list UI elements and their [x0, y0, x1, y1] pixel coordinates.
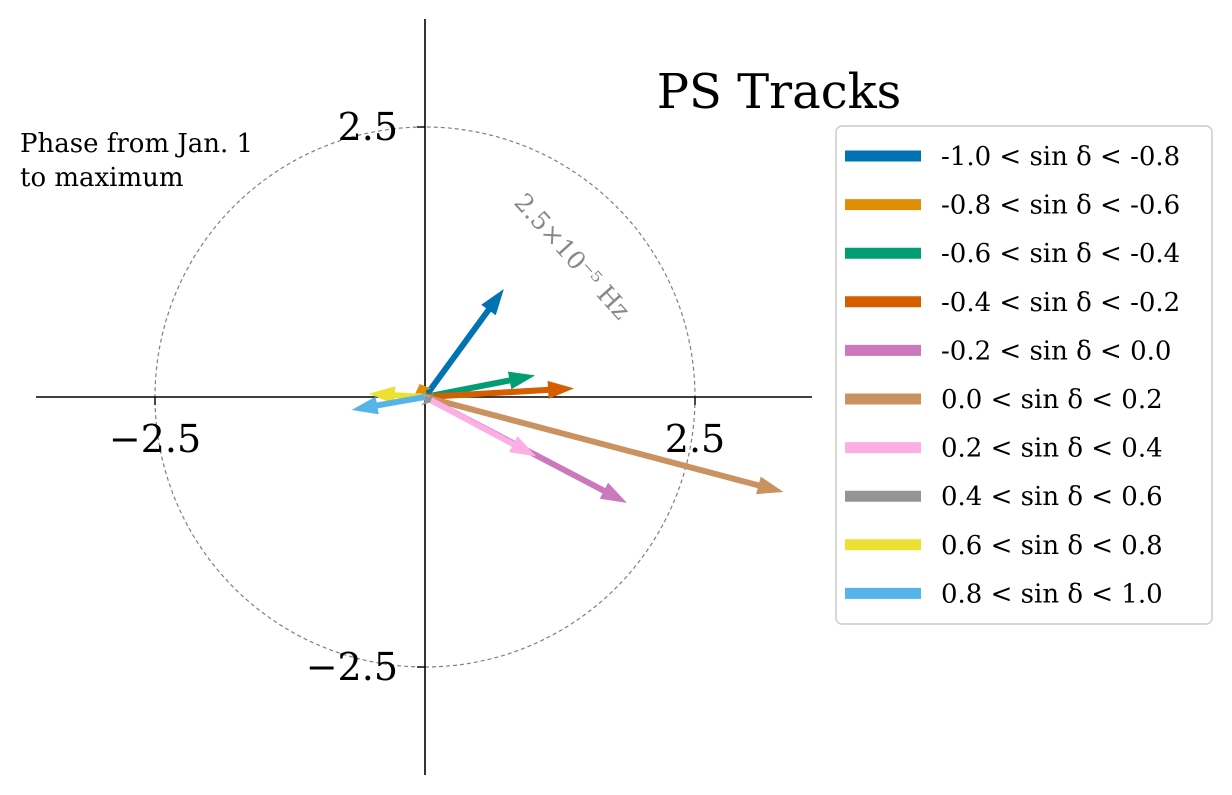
arrow-head: [368, 386, 396, 405]
y-tick-label: −2.5: [306, 645, 398, 689]
legend-item: 0.6 < sin δ < 0.8: [845, 531, 1163, 561]
arrow-shaft: [422, 306, 493, 399]
legend-label: -0.2 < sin δ < 0.0: [941, 336, 1171, 366]
legend-item: -0.4 < sin δ < -0.2: [845, 288, 1180, 318]
legend-item: 0.8 < sin δ < 1.0: [845, 579, 1163, 609]
legend-label: 0.8 < sin δ < 1.0: [941, 579, 1163, 609]
legend-label: -0.6 < sin δ < -0.4: [941, 239, 1180, 269]
legend-label: 0.0 < sin δ < 0.2: [941, 385, 1163, 415]
arrow-head: [351, 396, 379, 415]
x-tick-label: −2.5: [109, 417, 201, 461]
arrow-head: [547, 380, 575, 399]
x-tick-label: 2.5: [665, 417, 725, 461]
arrow-head: [509, 436, 537, 457]
arrow-head: [756, 476, 784, 495]
legend-item: 0.4 < sin δ < 0.6: [845, 482, 1163, 512]
arrow: [351, 394, 426, 415]
legend-frame: [835, 125, 1213, 625]
arrow-shaft: [424, 386, 551, 400]
arrow-shaft: [423, 394, 517, 448]
chart-title: PS Tracks: [657, 64, 902, 120]
legend-item: -1.0 < sin δ < -0.8: [845, 142, 1180, 172]
y-tick-label: 2.5: [338, 105, 398, 149]
arrow-shaft: [374, 394, 426, 409]
arrow-head: [481, 289, 504, 316]
annotation-line: to maximum: [20, 163, 184, 193]
legend-label: -0.4 < sin δ < -0.2: [941, 288, 1180, 318]
legend: -1.0 < sin δ < -0.8 -0.8 < sin δ < -0.6 -0…: [835, 125, 1213, 625]
legend-label: -0.8 < sin δ < -0.6: [941, 191, 1180, 221]
annotation-text: Phase from Jan. 1 to maximum: [20, 129, 253, 193]
legend-label: 0.4 < sin δ < 0.6: [941, 482, 1163, 512]
legend-label: 0.6 < sin δ < 0.8: [941, 531, 1163, 561]
arrow: [423, 394, 537, 457]
legend-item: -0.8 < sin δ < -0.6: [845, 191, 1180, 221]
circle-label: 2.5×10⁻⁵ Hz: [508, 188, 636, 325]
legend-label: -1.0 < sin δ < -0.8: [941, 142, 1180, 172]
arrow: [422, 289, 504, 399]
arrow: [424, 380, 575, 400]
annotation-line: Phase from Jan. 1: [20, 129, 253, 159]
arrow-shaft: [424, 394, 762, 489]
arrow: [424, 394, 784, 495]
legend-item: 0.2 < sin δ < 0.4: [845, 434, 1163, 464]
arrow-head: [507, 371, 536, 390]
arrow-head: [420, 392, 434, 406]
arrow-head: [414, 384, 432, 396]
legend-item: -0.2 < sin δ < 0.0: [845, 336, 1171, 366]
legend-label: 0.2 < sin δ < 0.4: [941, 434, 1163, 464]
legend-item: -0.6 < sin δ < -0.4: [845, 239, 1180, 269]
arrow-head: [599, 482, 627, 503]
legend-item: 0.0 < sin δ < 0.2: [845, 385, 1163, 415]
arrow: [420, 392, 434, 406]
